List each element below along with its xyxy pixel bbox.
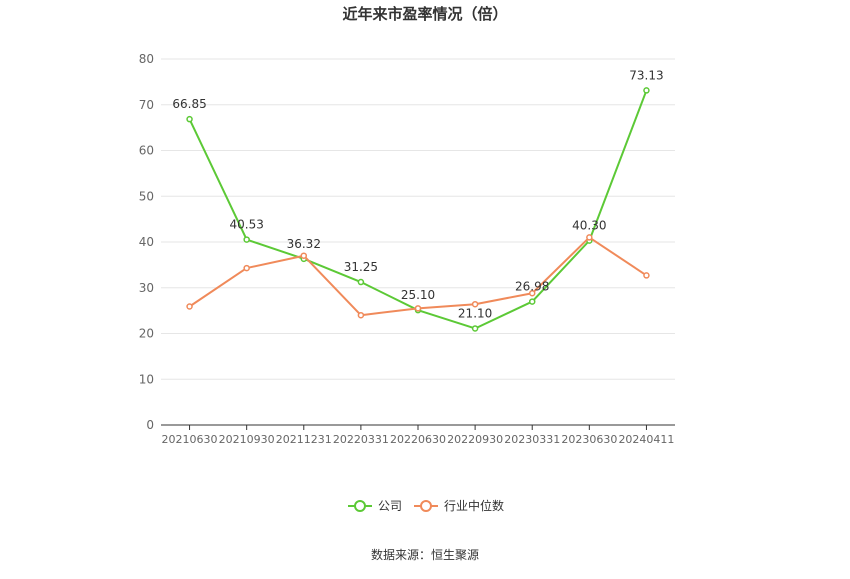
legend-label: 公司 [378,499,402,513]
data-point [243,236,250,243]
y-tick-label: 40 [139,235,154,249]
data-point [586,234,593,241]
data-point [357,311,365,319]
x-tick-label: 20220930 [447,433,503,446]
legend-item-company[interactable]: 公司 [348,499,402,513]
y-tick-label: 30 [139,281,154,295]
x-tick-label: 20210930 [219,433,275,446]
x-tick-label: 20230331 [504,433,560,446]
data-label: 31.25 [344,260,378,274]
data-label: 40.53 [229,218,263,232]
data-point [357,278,365,286]
legend-item-industry-median[interactable]: 行业中位数 [414,498,504,513]
data-label: 36.32 [287,237,321,251]
data-label: 25.10 [401,288,435,302]
data-point [186,303,193,310]
data-point [186,115,193,123]
data-point [471,300,479,308]
source-note: 数据来源：恒生聚源 [371,547,479,562]
y-tick-label: 80 [139,52,154,66]
legend-marker-icon [420,500,432,512]
x-tick-label: 20220630 [390,433,446,446]
data-labels: 66.85 40.53 36.32 31.25 25.10 21.10 26.98 40.30… [172,68,663,320]
y-tick-label: 70 [139,98,154,112]
data-label: 73.13 [629,68,663,82]
x-tick-label: 20230630 [561,433,617,446]
data-point [414,305,422,312]
data-point [528,298,536,305]
data-point [243,264,250,272]
series-line-industry-median [188,236,647,317]
y-tick-label: 50 [139,189,154,203]
data-point [528,289,536,297]
y-tick-label: 10 [139,372,154,386]
legend-label: 行业中位数 [444,498,504,513]
y-tick-label: 60 [139,144,154,158]
legend: 公司 行业中位数 [348,498,504,513]
data-label: 21.10 [458,306,492,320]
x-tick-label: 20240411 [618,433,674,446]
data-label: 40.30 [572,219,606,233]
x-tick-label: 20220331 [333,433,389,446]
y-tick-label: 20 [139,327,154,341]
series [186,87,650,332]
x-tick-label: 20210630 [162,433,218,446]
data-point [300,252,308,259]
data-point [471,325,479,332]
chart-title: 近年来市盈率情况（倍） [342,5,507,23]
data-point [643,272,650,279]
data-label: 26.98 [515,280,549,294]
legend-marker-icon [354,500,366,512]
data-point [643,87,650,94]
x-tick-label: 20211231 [276,433,332,446]
y-tick-label: 0 [146,418,154,432]
axes: 0 10 20 30 40 50 60 70 80 20210630 20210930 2021123… [139,52,675,446]
data-label: 66.85 [172,97,206,111]
